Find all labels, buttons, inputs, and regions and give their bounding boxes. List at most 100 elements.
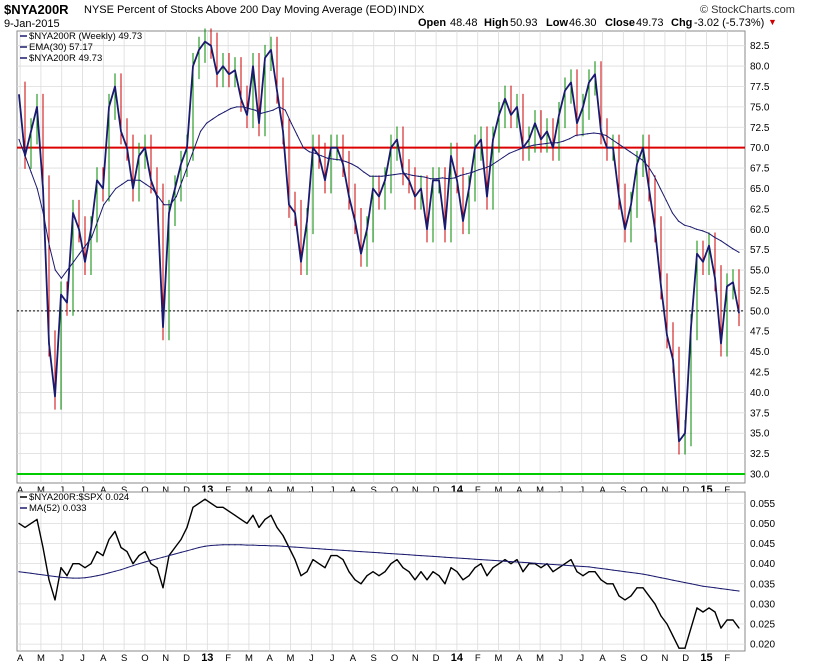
- ratio-data-point: [702, 611, 704, 613]
- ratio-data-point: [330, 555, 332, 557]
- ratio-data-point: [168, 555, 170, 557]
- ratio-data-point: [252, 514, 254, 516]
- main-data-point: [568, 138, 571, 140]
- main-data-point: [366, 228, 368, 230]
- ratio-data-point: [48, 575, 50, 577]
- main-data-point: [84, 244, 87, 247]
- ratio-data-point: [660, 615, 662, 617]
- ratio-data-point: [474, 567, 476, 569]
- main-data-point: [78, 228, 80, 230]
- main-ytick-label: 82.5: [750, 41, 770, 52]
- main-xtick-label: N: [162, 485, 169, 496]
- main-ytick-label: 47.5: [750, 327, 770, 338]
- ratio-xtick-label: A: [17, 653, 24, 664]
- ratio-data-point: [72, 577, 74, 579]
- ratio-data-point: [102, 555, 104, 557]
- main-data-point: [258, 122, 260, 124]
- ratio-data-point: [186, 526, 188, 529]
- ratio-data-point: [618, 595, 620, 597]
- main-data-point: [186, 147, 188, 149]
- main-data-point: [480, 138, 482, 141]
- ratio-data-point: [504, 560, 506, 562]
- ratio-data-point: [276, 526, 278, 529]
- main-data-point: [402, 171, 404, 173]
- ratio-data-point: [150, 559, 152, 562]
- main-xtick-label: A: [350, 485, 357, 496]
- ratio-data-point: [480, 559, 482, 561]
- ohlc-low-label: Low: [546, 17, 568, 29]
- ratio-data-point: [30, 522, 32, 524]
- ratio-xtick-label: J: [330, 653, 335, 664]
- main-data-point: [18, 138, 20, 141]
- main-data-point: [224, 111, 226, 113]
- main-xtick-label: A: [100, 485, 107, 496]
- main-data-point: [151, 187, 153, 190]
- ratio-data-point: [342, 549, 344, 551]
- main-data-point: [456, 179, 458, 181]
- main-data-point: [121, 183, 123, 185]
- ratio-data-point: [66, 575, 68, 577]
- main-xtick-label: D: [682, 485, 689, 496]
- ratio-data-point: [246, 544, 248, 546]
- ratio-data-point: [678, 580, 680, 582]
- main-data-point: [205, 122, 208, 124]
- main-data-point: [174, 187, 176, 190]
- main-data-point: [314, 152, 317, 154]
- main-data-point: [423, 176, 425, 178]
- ratio-ytick-label: 0.050: [750, 519, 775, 530]
- main-data-point: [390, 147, 392, 149]
- ratio-data-point: [258, 544, 260, 547]
- ratio-data-point: [312, 547, 314, 549]
- ratio-data-point: [522, 561, 524, 564]
- ratio-data-point: [54, 599, 56, 601]
- ratio-data-point: [732, 589, 734, 591]
- main-xtick-label: F: [475, 485, 481, 496]
- main-data-point: [478, 169, 480, 171]
- ratio-data-point: [138, 563, 140, 565]
- main-data-point: [360, 253, 362, 255]
- main-data-point: [504, 98, 506, 100]
- ohlc-close-value: 49.73: [636, 17, 664, 29]
- main-data-point: [432, 179, 434, 181]
- main-data-point: [192, 65, 194, 67]
- ratio-data-point: [612, 569, 614, 571]
- ratio-data-point: [36, 518, 38, 520]
- main-xtick-label: M: [37, 485, 45, 496]
- ratio-data-point: [630, 571, 632, 574]
- main-data-point: [302, 147, 304, 149]
- ratio-data-point: [48, 579, 50, 581]
- main-data-point: [354, 220, 356, 222]
- main-data-point: [333, 158, 335, 160]
- ratio-data-point: [192, 548, 194, 550]
- main-data-point: [103, 204, 105, 206]
- main-data-point: [48, 342, 50, 345]
- ratio-data-point: [336, 555, 338, 557]
- ratio-xtick-label: J: [559, 653, 564, 664]
- main-data-point: [326, 157, 329, 159]
- main-ytick-label: 70.0: [750, 143, 770, 154]
- ratio-data-point: [372, 571, 374, 573]
- ratio-data-point: [372, 551, 374, 553]
- ratio-xtick-label: J: [80, 653, 85, 664]
- main-data-point: [514, 150, 516, 152]
- main-data-point: [732, 248, 734, 250]
- main-data-point: [599, 133, 601, 135]
- ratio-data-point: [120, 546, 122, 549]
- ratio-data-point: [492, 567, 494, 569]
- main-xtick-label: J: [559, 485, 564, 496]
- ratio-data-point: [684, 647, 686, 649]
- main-data-point: [636, 163, 638, 165]
- main-data-point: [534, 122, 536, 124]
- main-data-point: [336, 147, 338, 149]
- ratio-data-point: [324, 548, 326, 550]
- main-xtick-label: J: [80, 485, 85, 496]
- ratio-data-point: [108, 538, 110, 541]
- ratio-data-point: [642, 587, 644, 589]
- ratio-ytick-label: 0.020: [750, 640, 775, 651]
- ratio-data-point: [72, 563, 74, 565]
- main-data-point: [180, 163, 182, 165]
- main-data-point: [109, 196, 111, 198]
- main-xtick-label: J: [579, 485, 584, 496]
- main-data-point: [490, 165, 492, 167]
- main-data-point: [606, 147, 608, 149]
